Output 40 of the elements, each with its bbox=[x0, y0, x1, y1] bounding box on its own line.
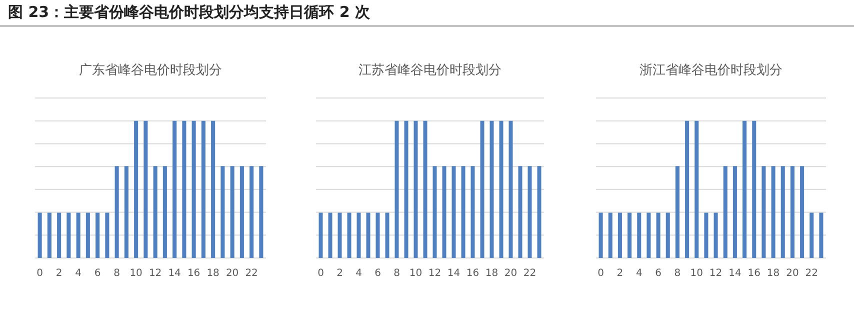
x-tick-label: 14 bbox=[728, 268, 742, 279]
x-tick-label: 0 bbox=[318, 268, 324, 279]
x-tick-label: 18 bbox=[485, 268, 498, 279]
x-tick-label: 22 bbox=[805, 268, 818, 279]
x-tick-label: 16 bbox=[466, 268, 480, 279]
chart-title: 江苏省峰谷电价时段划分 bbox=[358, 63, 502, 78]
x-tick-label: 2 bbox=[336, 268, 343, 279]
x-tick-label: 10 bbox=[130, 268, 142, 279]
x-tick-label: 12 bbox=[148, 268, 162, 279]
x-tick-label: 6 bbox=[94, 268, 101, 279]
chart-title: 广东省峰谷电价时段划分 bbox=[79, 63, 222, 78]
x-tick-label: 14 bbox=[168, 268, 181, 279]
x-tick-label: 18 bbox=[766, 268, 780, 279]
x-tick-label: 20 bbox=[504, 268, 518, 279]
x-tick-label: 4 bbox=[636, 268, 642, 279]
text: 图 23：主要省份峰谷电价时段划分均支持日循环 2 次 bbox=[8, 3, 371, 21]
x-tick-label: 6 bbox=[655, 268, 662, 279]
x-tick-label: 20 bbox=[226, 268, 239, 279]
x-tick-label: 6 bbox=[374, 268, 381, 279]
x-tick-label: 8 bbox=[114, 268, 120, 279]
x-tick-label: 12 bbox=[709, 268, 722, 279]
x-tick-label: 18 bbox=[206, 268, 220, 279]
x-tick-label: 22 bbox=[523, 268, 536, 279]
x-tick-label: 10 bbox=[690, 268, 703, 279]
x-tick-label: 10 bbox=[409, 268, 422, 279]
x-tick-label: 20 bbox=[786, 268, 799, 279]
x-tick-label: 16 bbox=[748, 268, 760, 279]
x-tick-label: 4 bbox=[75, 268, 82, 279]
chart-title: 浙江省峰谷电价时段划分 bbox=[640, 63, 782, 78]
x-tick-label: 0 bbox=[598, 268, 604, 279]
x-tick-label: 14 bbox=[447, 268, 460, 279]
x-tick-label: 12 bbox=[428, 268, 442, 279]
x-tick-label: 4 bbox=[356, 268, 362, 279]
x-tick-label: 22 bbox=[245, 268, 258, 279]
x-tick-label: 2 bbox=[616, 268, 624, 279]
x-tick-label: 8 bbox=[674, 268, 681, 279]
x-tick-label: 0 bbox=[36, 268, 43, 279]
x-tick-label: 2 bbox=[56, 268, 62, 279]
x-tick-label: 8 bbox=[394, 268, 400, 279]
x-tick-label: 16 bbox=[187, 268, 200, 279]
